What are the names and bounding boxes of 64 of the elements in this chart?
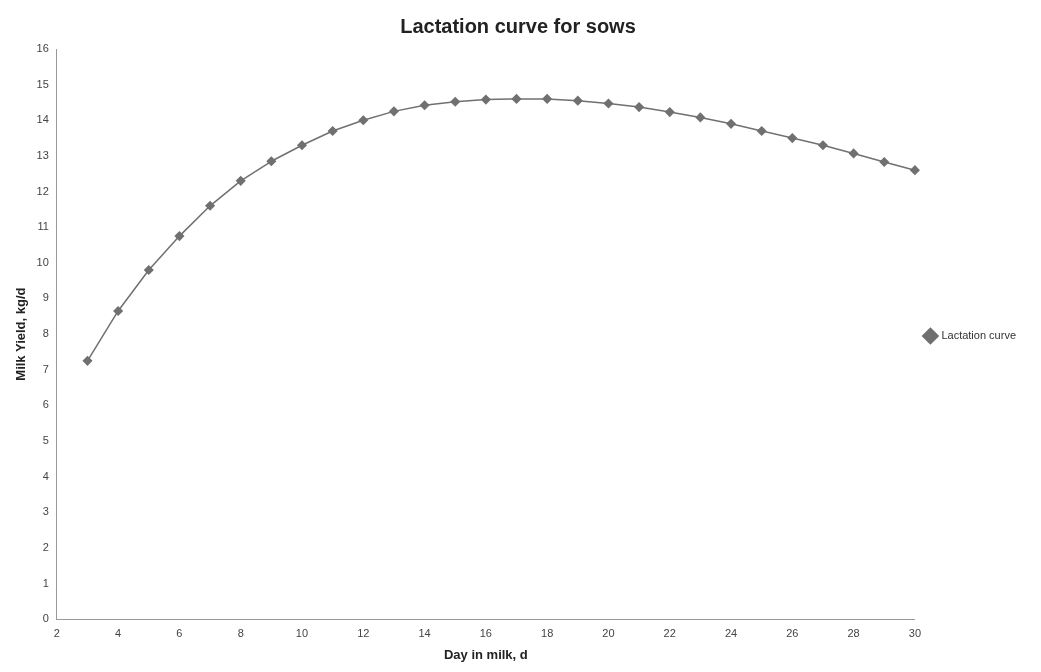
x-tick-label: 20 (602, 626, 615, 639)
point (205, 201, 215, 211)
y-axis-title: Milk Yield, kg/d (13, 287, 29, 381)
x-tick-label: 10 (295, 626, 309, 639)
x-tick-label: 24 (724, 626, 738, 639)
x-tick-label: 4 (115, 626, 122, 639)
y-tick-label: 16 (36, 42, 49, 55)
point (82, 356, 93, 366)
point (756, 126, 767, 136)
x-tick-label: 8 (237, 626, 244, 639)
x-tick-label: 2 (53, 626, 60, 639)
y-tick-label: 14 (36, 113, 49, 126)
y-tick-label: 2 (42, 540, 49, 553)
point (113, 306, 123, 316)
point (664, 107, 675, 117)
point (266, 156, 277, 167)
point (235, 176, 246, 186)
point (358, 115, 369, 126)
x-axis-title: Day in milk, d (443, 646, 528, 662)
y-tick-label: 13 (36, 148, 49, 161)
y-tick-label: 1 (42, 576, 49, 589)
point (787, 133, 798, 143)
x-tick-label: 12 (357, 626, 370, 639)
y-tick-label: 3 (42, 505, 49, 518)
x-tick-label: 18 (541, 626, 554, 639)
y-tick-label: 12 (36, 184, 49, 197)
y-tick-label: 0 (42, 612, 49, 625)
point (818, 140, 828, 150)
point (327, 126, 338, 136)
point (879, 157, 890, 167)
point (726, 119, 736, 129)
x-tick-label: 6 (176, 626, 183, 639)
y-tick-label: 11 (37, 220, 49, 233)
point (603, 98, 614, 109)
point (542, 94, 552, 104)
y-tick-label: 7 (42, 362, 49, 375)
chart-title: Lactation curve for sows (400, 14, 636, 37)
x-tick-label: 22 (663, 626, 676, 639)
point (634, 102, 644, 112)
y-tick-label: 8 (42, 327, 49, 340)
y-tick-label: 4 (42, 469, 49, 482)
point (419, 100, 430, 111)
point (848, 148, 859, 159)
x-tick-label: 16 (479, 626, 492, 639)
y-tick-label: 9 (42, 291, 49, 304)
point (910, 165, 920, 175)
point (695, 112, 706, 123)
x-tick-label: 28 (847, 626, 860, 639)
point (573, 95, 583, 106)
y-tick-label: 6 (42, 398, 49, 411)
point (389, 106, 399, 117)
point (174, 231, 185, 241)
point (297, 140, 307, 150)
point (481, 94, 491, 105)
x-tick-label: 30 (908, 626, 922, 639)
point (144, 265, 154, 275)
y-tick-label: 10 (36, 255, 49, 268)
y-tick-label: 5 (42, 434, 49, 447)
x-tick-label: 26 (786, 626, 799, 639)
x-tick-label: 14 (418, 626, 431, 639)
point (511, 94, 522, 104)
point (450, 96, 460, 107)
legend-label: Lactation curve (941, 329, 1017, 342)
y-tick-label: 15 (36, 77, 49, 90)
